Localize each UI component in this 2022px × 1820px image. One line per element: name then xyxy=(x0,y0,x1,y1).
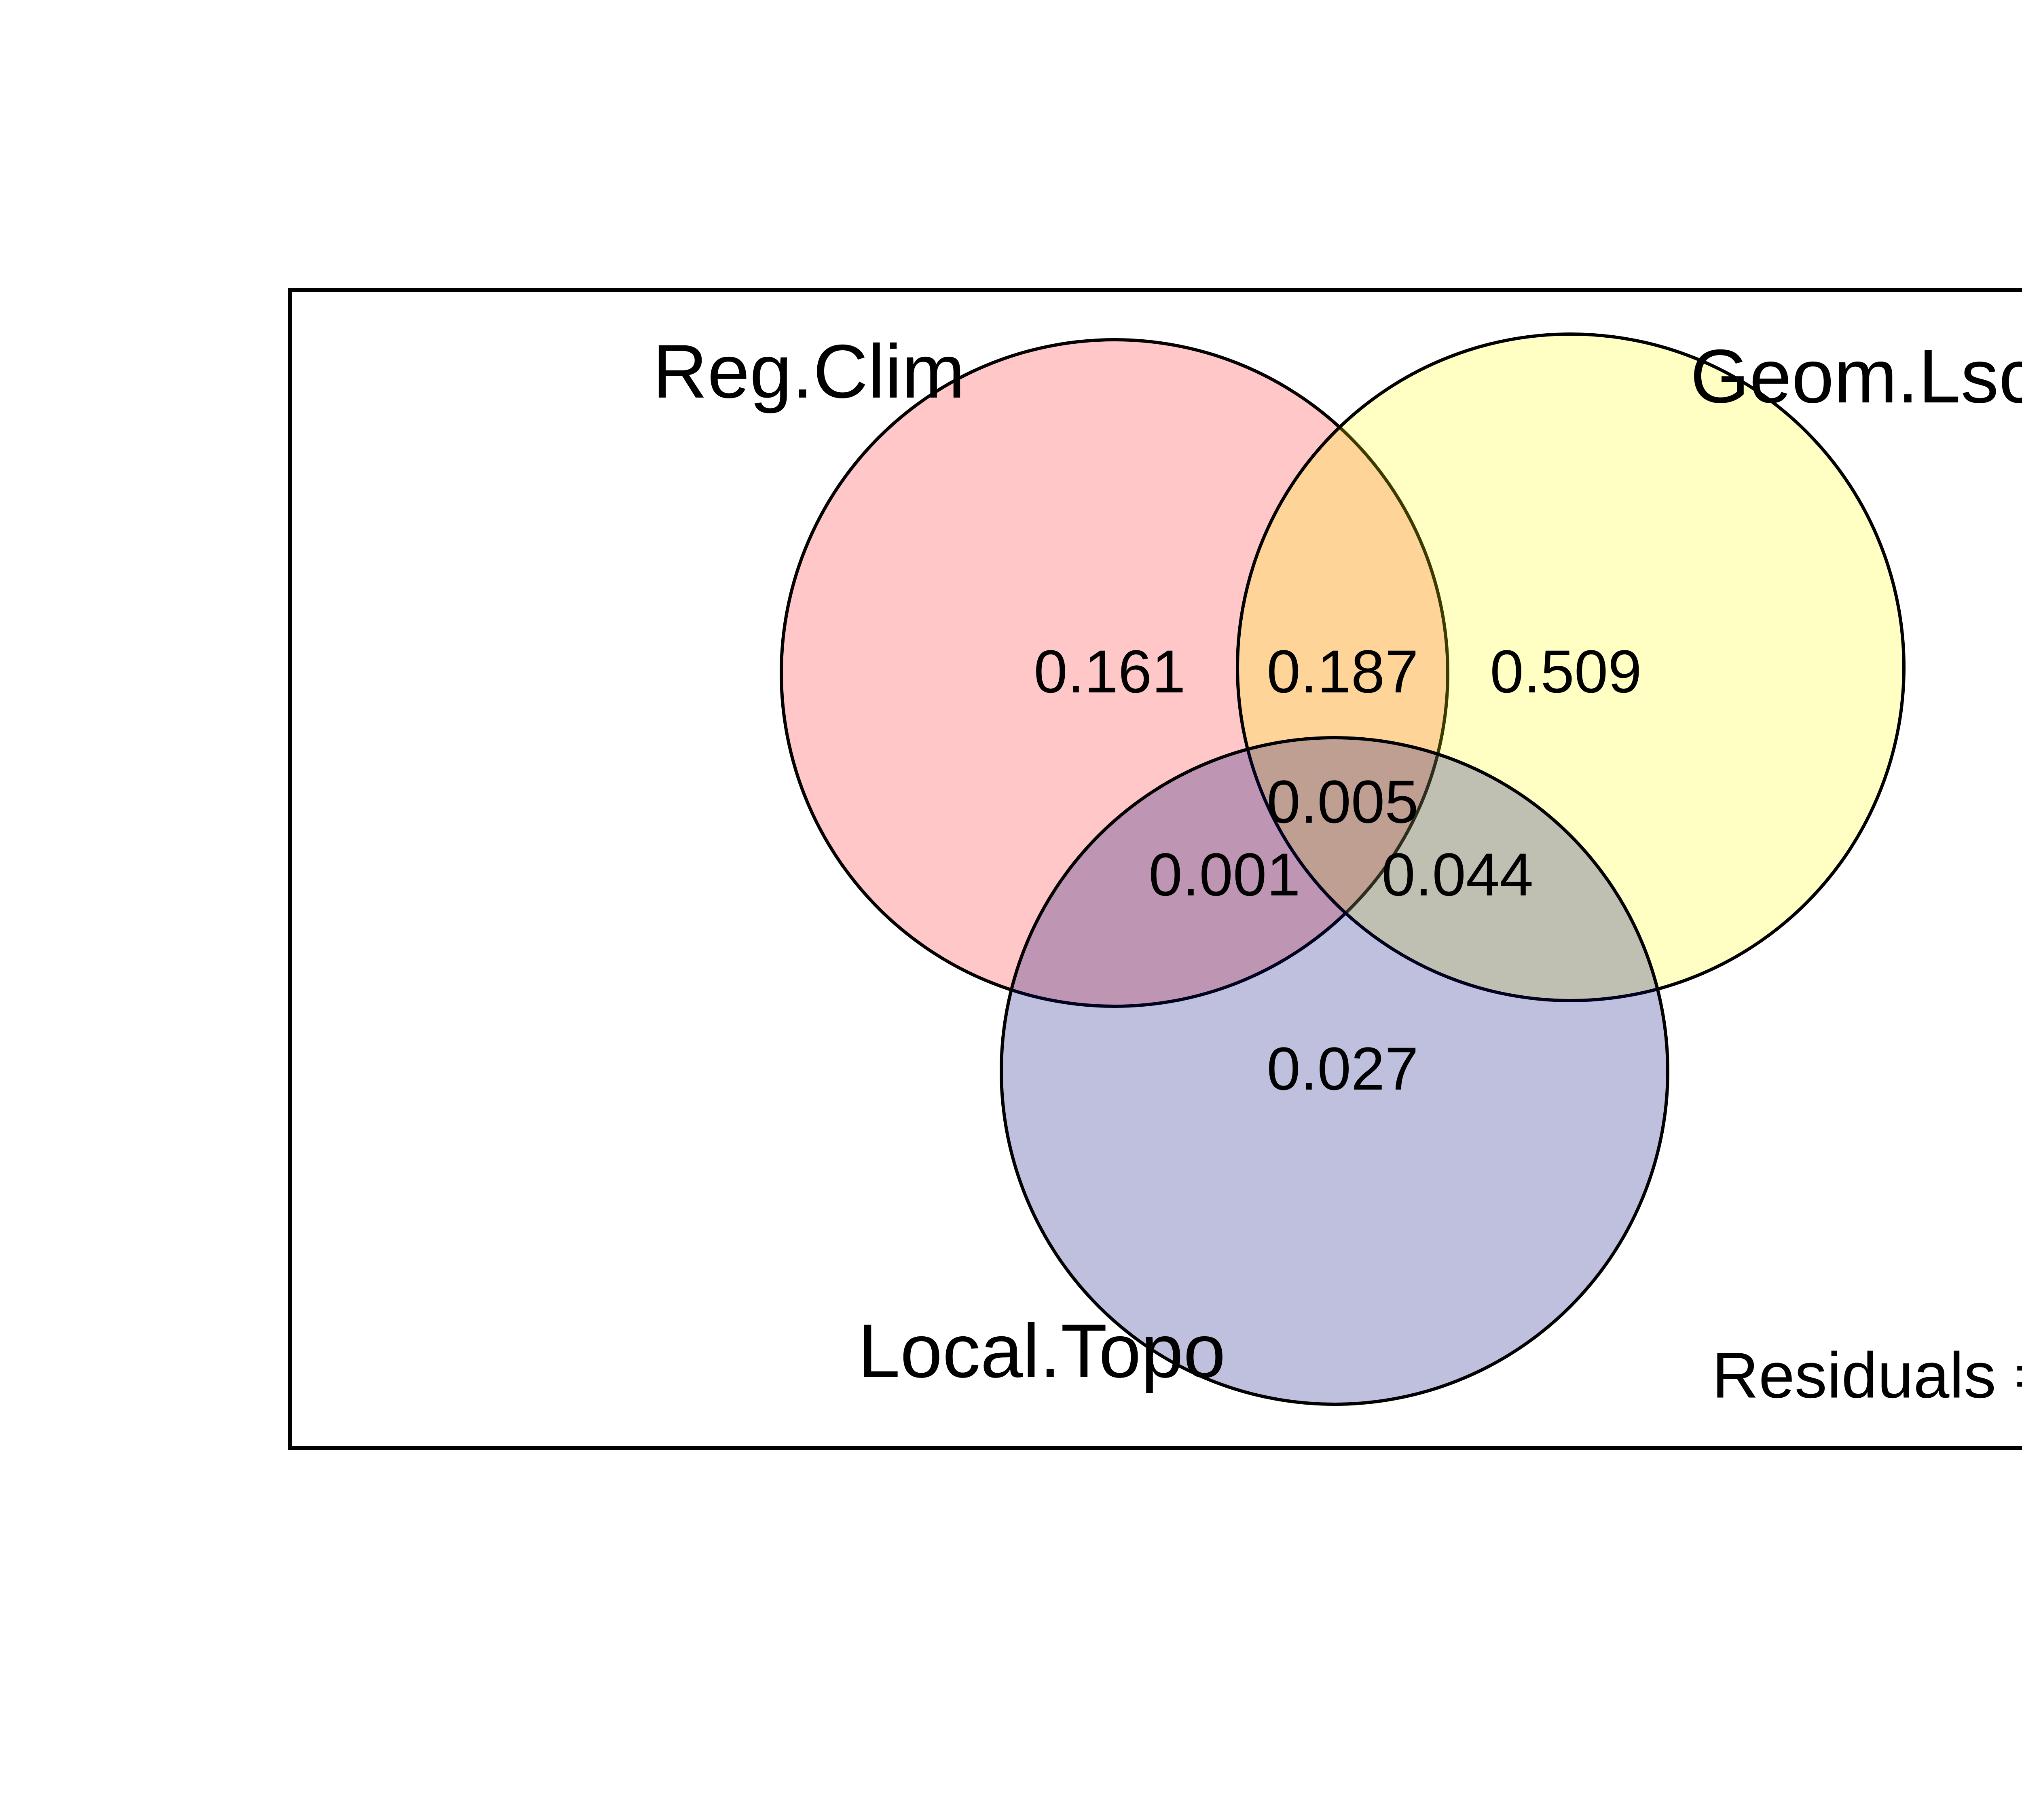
value-triple-overlap: 0.005 xyxy=(1267,768,1418,836)
geom-lsc-label: Geom.Lsc xyxy=(1690,334,2022,419)
value-reg-clim-only: 0.161 xyxy=(1034,637,1185,705)
plot-border-box xyxy=(288,288,2022,1450)
circle-geom-lsc xyxy=(1236,332,1906,1002)
value-local-topo-only: 0.027 xyxy=(1267,1035,1418,1103)
circle-reg-clim xyxy=(780,338,1449,1008)
circle-local-topo xyxy=(1000,736,1669,1406)
value-geom-lsc-only: 0.509 xyxy=(1490,637,1641,705)
value-regclim-geomlsc-overlap: 0.187 xyxy=(1267,637,1418,705)
value-regclim-localtopo-overlap: 0.001 xyxy=(1148,840,1300,908)
value-geomlsc-localtopo-overlap: 0.044 xyxy=(1381,840,1533,908)
reg-clim-label: Reg.Clim xyxy=(652,329,965,414)
local-topo-label: Local.Topo xyxy=(858,1308,1225,1393)
residuals-text: Residuals = 0.065 xyxy=(1712,1339,2022,1412)
